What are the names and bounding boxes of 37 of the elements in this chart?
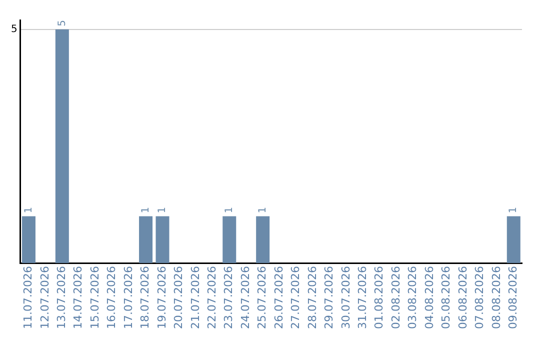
x-tick-label: 29.07.2026 <box>322 266 336 330</box>
x-tick-label: 22.07.2026 <box>206 266 219 330</box>
x-tick-label: 05.08.2026 <box>440 266 453 330</box>
x-tick-label: 02.08.2026 <box>389 266 402 330</box>
x-tick-label: 27.07.2026 <box>289 266 302 330</box>
data-label: 1 <box>257 206 268 214</box>
x-tick-label: 30.07.2026 <box>339 266 352 330</box>
x-tick-label: 24.07.2026 <box>238 266 252 330</box>
x-tick-label: 11.07.2026 <box>22 266 35 330</box>
x-tick-label: 19.07.2026 <box>155 266 168 330</box>
data-label: 1 <box>224 206 235 214</box>
x-tick-label: 18.07.2026 <box>138 266 152 330</box>
x-tick-label: 20.07.2026 <box>172 266 186 330</box>
x-tick-label: 16.07.2026 <box>105 266 118 330</box>
data-label: 1 <box>23 206 34 214</box>
x-tick-label: 31.07.2026 <box>356 266 370 330</box>
x-tick-label: 13.07.2026 <box>55 266 68 330</box>
x-tick-label: 23.07.2026 <box>222 266 236 330</box>
data-label: 1 <box>157 206 168 214</box>
x-tick-label: 09.08.2026 <box>506 266 520 330</box>
data-label: 1 <box>508 206 520 214</box>
x-tick-label: 15.07.2026 <box>88 266 102 330</box>
x-tick-label: 07.08.2026 <box>473 266 486 330</box>
x-tick-label: 26.07.2026 <box>272 266 286 330</box>
x-tick-label: 25.07.2026 <box>256 266 269 330</box>
x-tick-label: 03.08.2026 <box>406 266 420 330</box>
x-tick-label: 01.08.2026 <box>372 266 386 330</box>
x-tick-label: 14.07.2026 <box>72 266 85 330</box>
x-tick-label: 08.08.2026 <box>490 266 503 330</box>
x-tick-label: 12.07.2026 <box>38 266 52 330</box>
x-tick-label: 17.07.2026 <box>122 266 135 330</box>
x-tick-label: 21.07.2026 <box>188 266 202 330</box>
data-label: 5 <box>56 20 68 26</box>
x-tick-label: 06.08.2026 <box>456 266 470 330</box>
x-tick-label: 04.08.2026 <box>422 266 436 330</box>
x-tick-label: 28.07.2026 <box>306 266 319 330</box>
data-label: 1 <box>140 206 152 214</box>
